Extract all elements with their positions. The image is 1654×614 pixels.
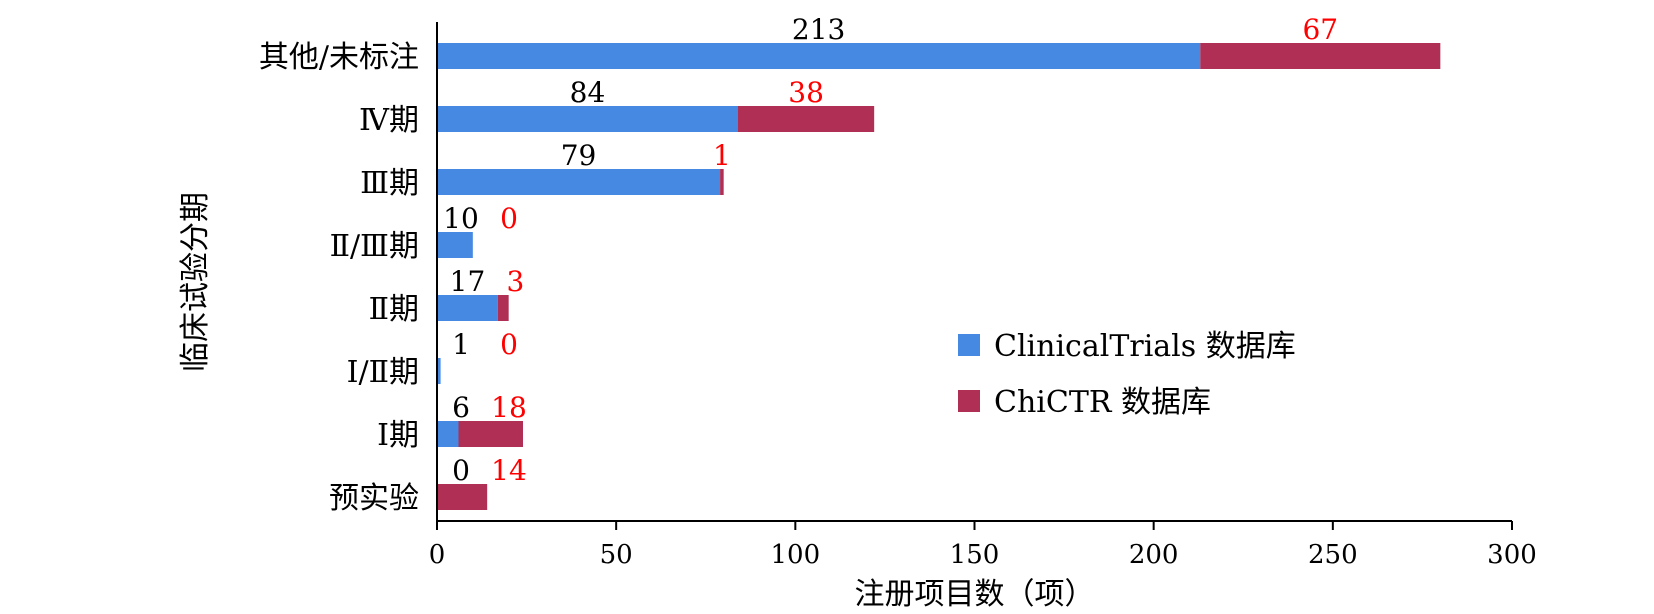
bar-chictr-4 bbox=[497, 295, 509, 321]
x-tick-label: 100 bbox=[771, 540, 821, 570]
bar-clinicaltrials-6 bbox=[437, 421, 459, 447]
data-label-clinicaltrials: 0 bbox=[452, 454, 470, 487]
legend: ClinicalTrials 数据库 ChiCTR 数据库 bbox=[958, 329, 1296, 420]
category-label: Ⅲ期 bbox=[360, 166, 419, 201]
category-label: Ⅳ期 bbox=[359, 103, 419, 138]
category-label: Ⅱ期 bbox=[369, 292, 419, 327]
data-label-chictr: 1 bbox=[713, 139, 731, 172]
data-label-chictr: 0 bbox=[500, 202, 518, 235]
bar-chictr-1 bbox=[738, 106, 875, 132]
bar-chictr-0 bbox=[1200, 43, 1441, 69]
bar-clinicaltrials-1 bbox=[437, 106, 738, 132]
category-label: 预实验 bbox=[329, 481, 419, 516]
data-label-clinicaltrials: 10 bbox=[443, 202, 479, 235]
bar-clinicaltrials-2 bbox=[437, 169, 721, 195]
data-label-chictr: 14 bbox=[491, 454, 527, 487]
bar-clinicaltrials-0 bbox=[437, 43, 1201, 69]
bar-clinicaltrials-4 bbox=[437, 295, 498, 321]
x-tick-label: 300 bbox=[1487, 540, 1537, 570]
x-tick-label: 0 bbox=[429, 540, 446, 570]
bar-chictr-2 bbox=[720, 169, 724, 195]
bars-group bbox=[437, 43, 1441, 510]
bar-clinicaltrials-5 bbox=[437, 358, 441, 384]
x-tick-label: 150 bbox=[950, 540, 1000, 570]
data-label-clinicaltrials: 6 bbox=[452, 391, 470, 424]
data-label-clinicaltrials: 213 bbox=[792, 13, 845, 46]
category-label: 其他/未标注 bbox=[259, 40, 419, 75]
category-label: Ⅰ期 bbox=[377, 418, 419, 453]
data-label-clinicaltrials: 17 bbox=[450, 265, 486, 298]
data-label-chictr: 67 bbox=[1302, 13, 1338, 46]
legend-swatch-chictr bbox=[958, 390, 980, 412]
legend-swatch-clinicaltrials bbox=[958, 334, 980, 356]
x-axis-title: 注册项目数（项） bbox=[855, 577, 1095, 612]
data-label-clinicaltrials: 79 bbox=[561, 139, 597, 172]
bar-chictr-7 bbox=[437, 484, 488, 510]
x-tick-label: 50 bbox=[600, 540, 633, 570]
x-tick-label: 250 bbox=[1308, 540, 1358, 570]
legend-label: ClinicalTrials 数据库 bbox=[994, 329, 1296, 364]
x-ticks-group: 0 50 100 150 200 250 300 bbox=[429, 521, 1537, 570]
x-tick-label: 200 bbox=[1129, 540, 1179, 570]
category-label: Ⅱ/Ⅲ期 bbox=[330, 229, 419, 264]
data-label-chictr: 18 bbox=[491, 391, 527, 424]
bar-clinicaltrials-3 bbox=[437, 232, 473, 258]
data-label-chictr: 0 bbox=[500, 328, 518, 361]
data-label-chictr: 3 bbox=[507, 265, 525, 298]
legend-label: ChiCTR 数据库 bbox=[994, 385, 1211, 420]
y-axis-title: 临床试验分期 bbox=[178, 192, 213, 372]
data-label-clinicaltrials: 84 bbox=[570, 76, 606, 109]
data-label-chictr: 38 bbox=[788, 76, 824, 109]
category-label: Ⅰ/Ⅱ期 bbox=[347, 355, 419, 390]
bar-chictr-6 bbox=[458, 421, 523, 447]
data-label-clinicaltrials: 1 bbox=[452, 328, 470, 361]
